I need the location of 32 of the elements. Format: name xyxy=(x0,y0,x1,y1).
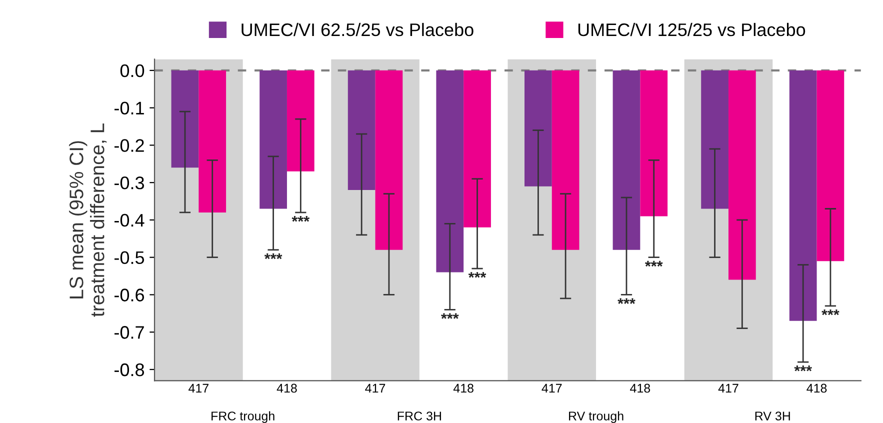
data-label: *** xyxy=(794,366,812,372)
y-tick-label: -0.6 xyxy=(114,288,144,302)
x-tick-label: 418 xyxy=(453,384,474,393)
x-tick-label: 417 xyxy=(542,384,562,393)
y-tick-label: -0.1 xyxy=(114,102,144,115)
data-label: *** xyxy=(264,253,282,260)
x-tick-label: 417 xyxy=(188,384,208,393)
data-label: *** xyxy=(292,216,310,222)
legend-label: UMEC/VI 125/25 vs Placebo xyxy=(578,22,806,36)
y-tick-label: -0.7 xyxy=(114,326,144,339)
text: RV 3H xyxy=(755,412,790,420)
x-tick-label: 418 xyxy=(276,384,297,393)
x-tick-label: 418 xyxy=(630,384,650,393)
y-tick-label: -0.5 xyxy=(114,251,144,264)
y-tick-label: -0.3 xyxy=(114,176,144,190)
y-tick-label: -0.2 xyxy=(114,139,144,152)
y-tick-label: 0.0 xyxy=(120,64,144,78)
text: FRC trough xyxy=(212,411,274,423)
text: RV trough xyxy=(569,411,624,423)
x-tick-label: 418 xyxy=(806,384,827,393)
x-tick-label: 417 xyxy=(718,384,738,393)
data-label: *** xyxy=(644,260,663,267)
y-tick-label: -0.4 xyxy=(114,214,144,227)
y-tick-label: -0.8 xyxy=(114,363,144,376)
y-axis-title: LS mean (95% CI) treatment difference, L xyxy=(69,123,107,317)
text: FRC 3H xyxy=(398,412,441,420)
data-label: *** xyxy=(822,309,840,316)
data-label: *** xyxy=(468,272,486,278)
data-label: *** xyxy=(618,298,636,304)
legend-label: UMEC/VI 62.5/25 vs Placebo xyxy=(242,22,474,36)
data-label: *** xyxy=(441,313,459,319)
x-tick-label: 417 xyxy=(365,384,386,393)
